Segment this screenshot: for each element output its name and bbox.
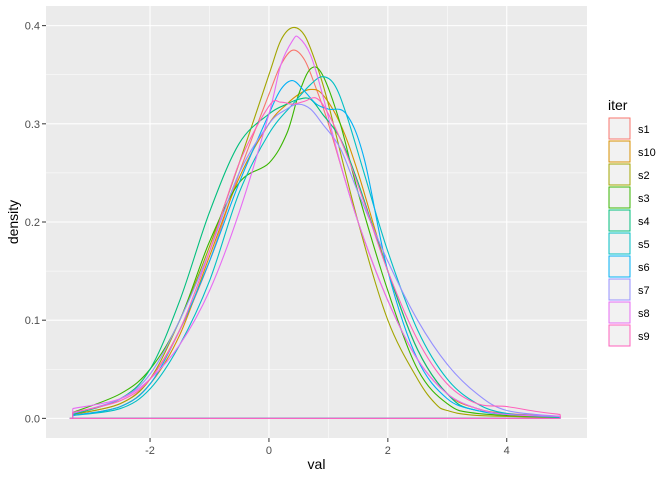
density-curve-s6 xyxy=(72,80,561,417)
x-axis-title: val xyxy=(308,456,326,472)
legend-key-s4 xyxy=(608,209,631,232)
y-axis-ticks: 0.0 0.1 0.2 0.3 0.4 xyxy=(25,21,46,425)
legend-label-s2: s2 xyxy=(638,170,650,182)
legend: s1 s10 s2 s3 s4 s5 s6 s7 s8 s9 xyxy=(608,117,656,347)
legend-key-s5 xyxy=(608,232,631,255)
legend-label-s9: s9 xyxy=(638,331,650,343)
y-tick-label: 0.2 xyxy=(25,217,40,229)
x-tick-label: 0 xyxy=(266,445,272,457)
density-curve-s8 xyxy=(72,35,561,417)
legend-title: iter xyxy=(608,97,628,113)
legend-key-s6 xyxy=(608,255,631,278)
legend-label-s5: s5 xyxy=(638,239,650,251)
y-tick-label: 0.1 xyxy=(25,315,40,327)
density-curve-s7 xyxy=(72,103,561,417)
legend-label-s3: s3 xyxy=(638,193,650,205)
x-tick-label: -2 xyxy=(145,445,155,457)
legend-key-s2 xyxy=(608,163,631,186)
y-tick-label: 0.0 xyxy=(25,413,40,425)
y-tick-label: 0.4 xyxy=(25,21,40,33)
legend-label-s10: s10 xyxy=(638,147,656,159)
legend-key-s10 xyxy=(608,140,631,163)
legend-key-s8 xyxy=(608,301,631,324)
legend-label-s1: s1 xyxy=(638,124,650,136)
density-curve-s9 xyxy=(72,97,561,415)
y-tick-label: 0.3 xyxy=(25,119,40,131)
legend-label-s7: s7 xyxy=(638,285,650,297)
legend-label-s4: s4 xyxy=(638,216,650,228)
x-axis-ticks: -2 0 2 4 xyxy=(145,438,510,457)
legend-key-s3 xyxy=(608,186,631,209)
legend-key-s9 xyxy=(608,324,631,347)
density-curves xyxy=(72,26,561,419)
legend-key-s7 xyxy=(608,278,631,301)
x-tick-label: 2 xyxy=(385,445,391,457)
major-grid xyxy=(46,6,587,438)
legend-label-s6: s6 xyxy=(638,262,650,274)
x-tick-label: 4 xyxy=(504,445,510,457)
density-curve-s4 xyxy=(72,97,561,418)
legend-label-s8: s8 xyxy=(638,308,650,320)
y-axis-title: density xyxy=(5,200,21,244)
legend-key-s1 xyxy=(608,117,631,140)
